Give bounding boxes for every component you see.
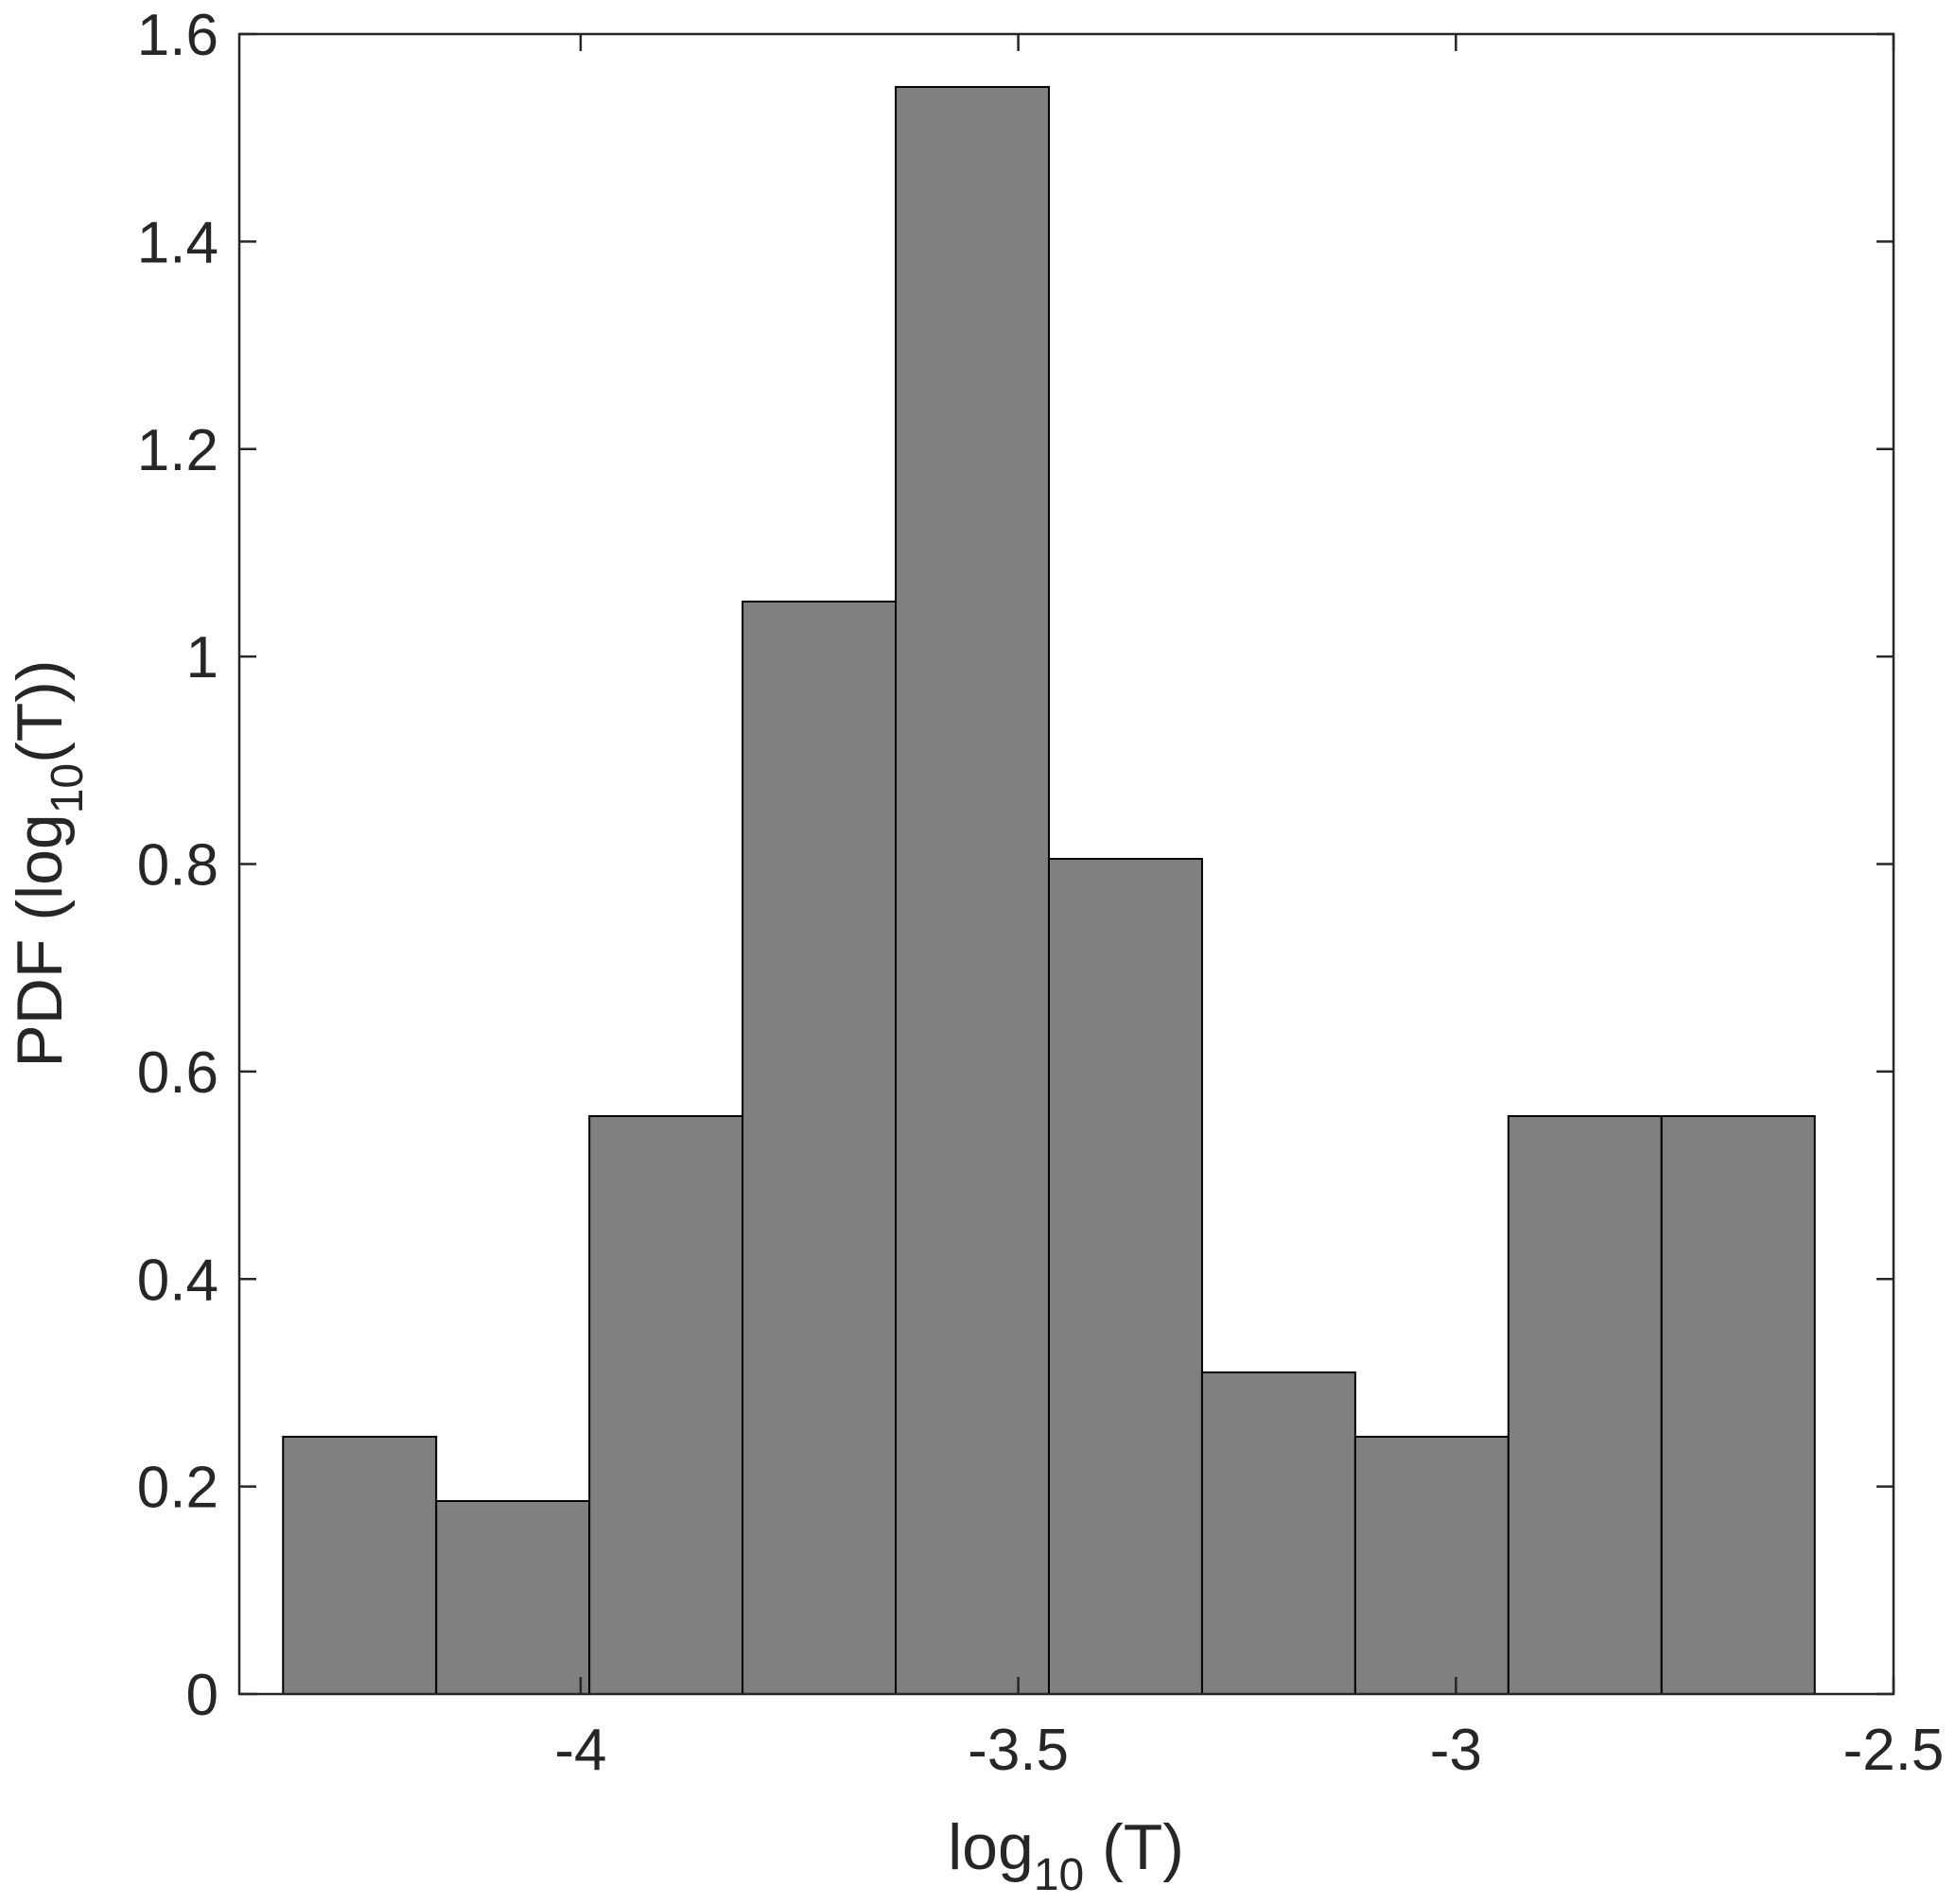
bars-group: [282, 85, 1816, 1695]
y-axis-label-base: PDF (log: [4, 813, 76, 1067]
y-tick-label: 0.4: [137, 1248, 218, 1313]
y-axis-label-sub: 10: [43, 763, 93, 813]
x-tick-label: -4: [554, 1718, 606, 1783]
y-axis-label-rest: (T)): [4, 659, 76, 762]
histogram-bar: [1200, 1371, 1356, 1695]
x-tick-label: -2.5: [1843, 1718, 1945, 1783]
y-tick-label: 1.2: [137, 418, 218, 483]
ticks-group: [239, 32, 1895, 1696]
y-tick-label: 0.8: [137, 833, 218, 899]
histogram-bar: [742, 600, 898, 1695]
x-axis-label-rest: (T): [1084, 1811, 1184, 1883]
y-tick-label: 1: [186, 625, 218, 690]
histogram-bar: [588, 1115, 744, 1695]
x-tick-label: -3.5: [968, 1718, 1069, 1783]
x-axis-label-base: log: [948, 1811, 1034, 1883]
histogram-bar: [895, 85, 1050, 1695]
y-tick-label: 0.6: [137, 1040, 218, 1106]
histogram-bar: [1507, 1115, 1663, 1695]
y-tick-label: 0.2: [137, 1456, 218, 1521]
x-axis-label-sub: 10: [1034, 1850, 1084, 1900]
histogram-bar: [282, 1435, 438, 1695]
x-tick-label: -3: [1430, 1718, 1482, 1783]
y-tick-label: 1.4: [137, 210, 218, 275]
y-axis-label: PDF (log10(T)): [4, 659, 93, 1067]
y-tick-label: 1.6: [137, 3, 218, 68]
histogram-bar: [1660, 1115, 1816, 1695]
histogram-bar: [1353, 1435, 1510, 1695]
histogram-bar: [1047, 858, 1203, 1695]
x-axis-label: log10 (T): [948, 1811, 1184, 1900]
tick-labels-group: -4 -3.5 -3 -2.5 0 0.2 0.4 0.6 0.8 1 1.2 1.4 1.6: [137, 3, 1945, 1783]
histogram-bar: [435, 1499, 591, 1695]
y-tick-label: 0: [186, 1663, 218, 1728]
